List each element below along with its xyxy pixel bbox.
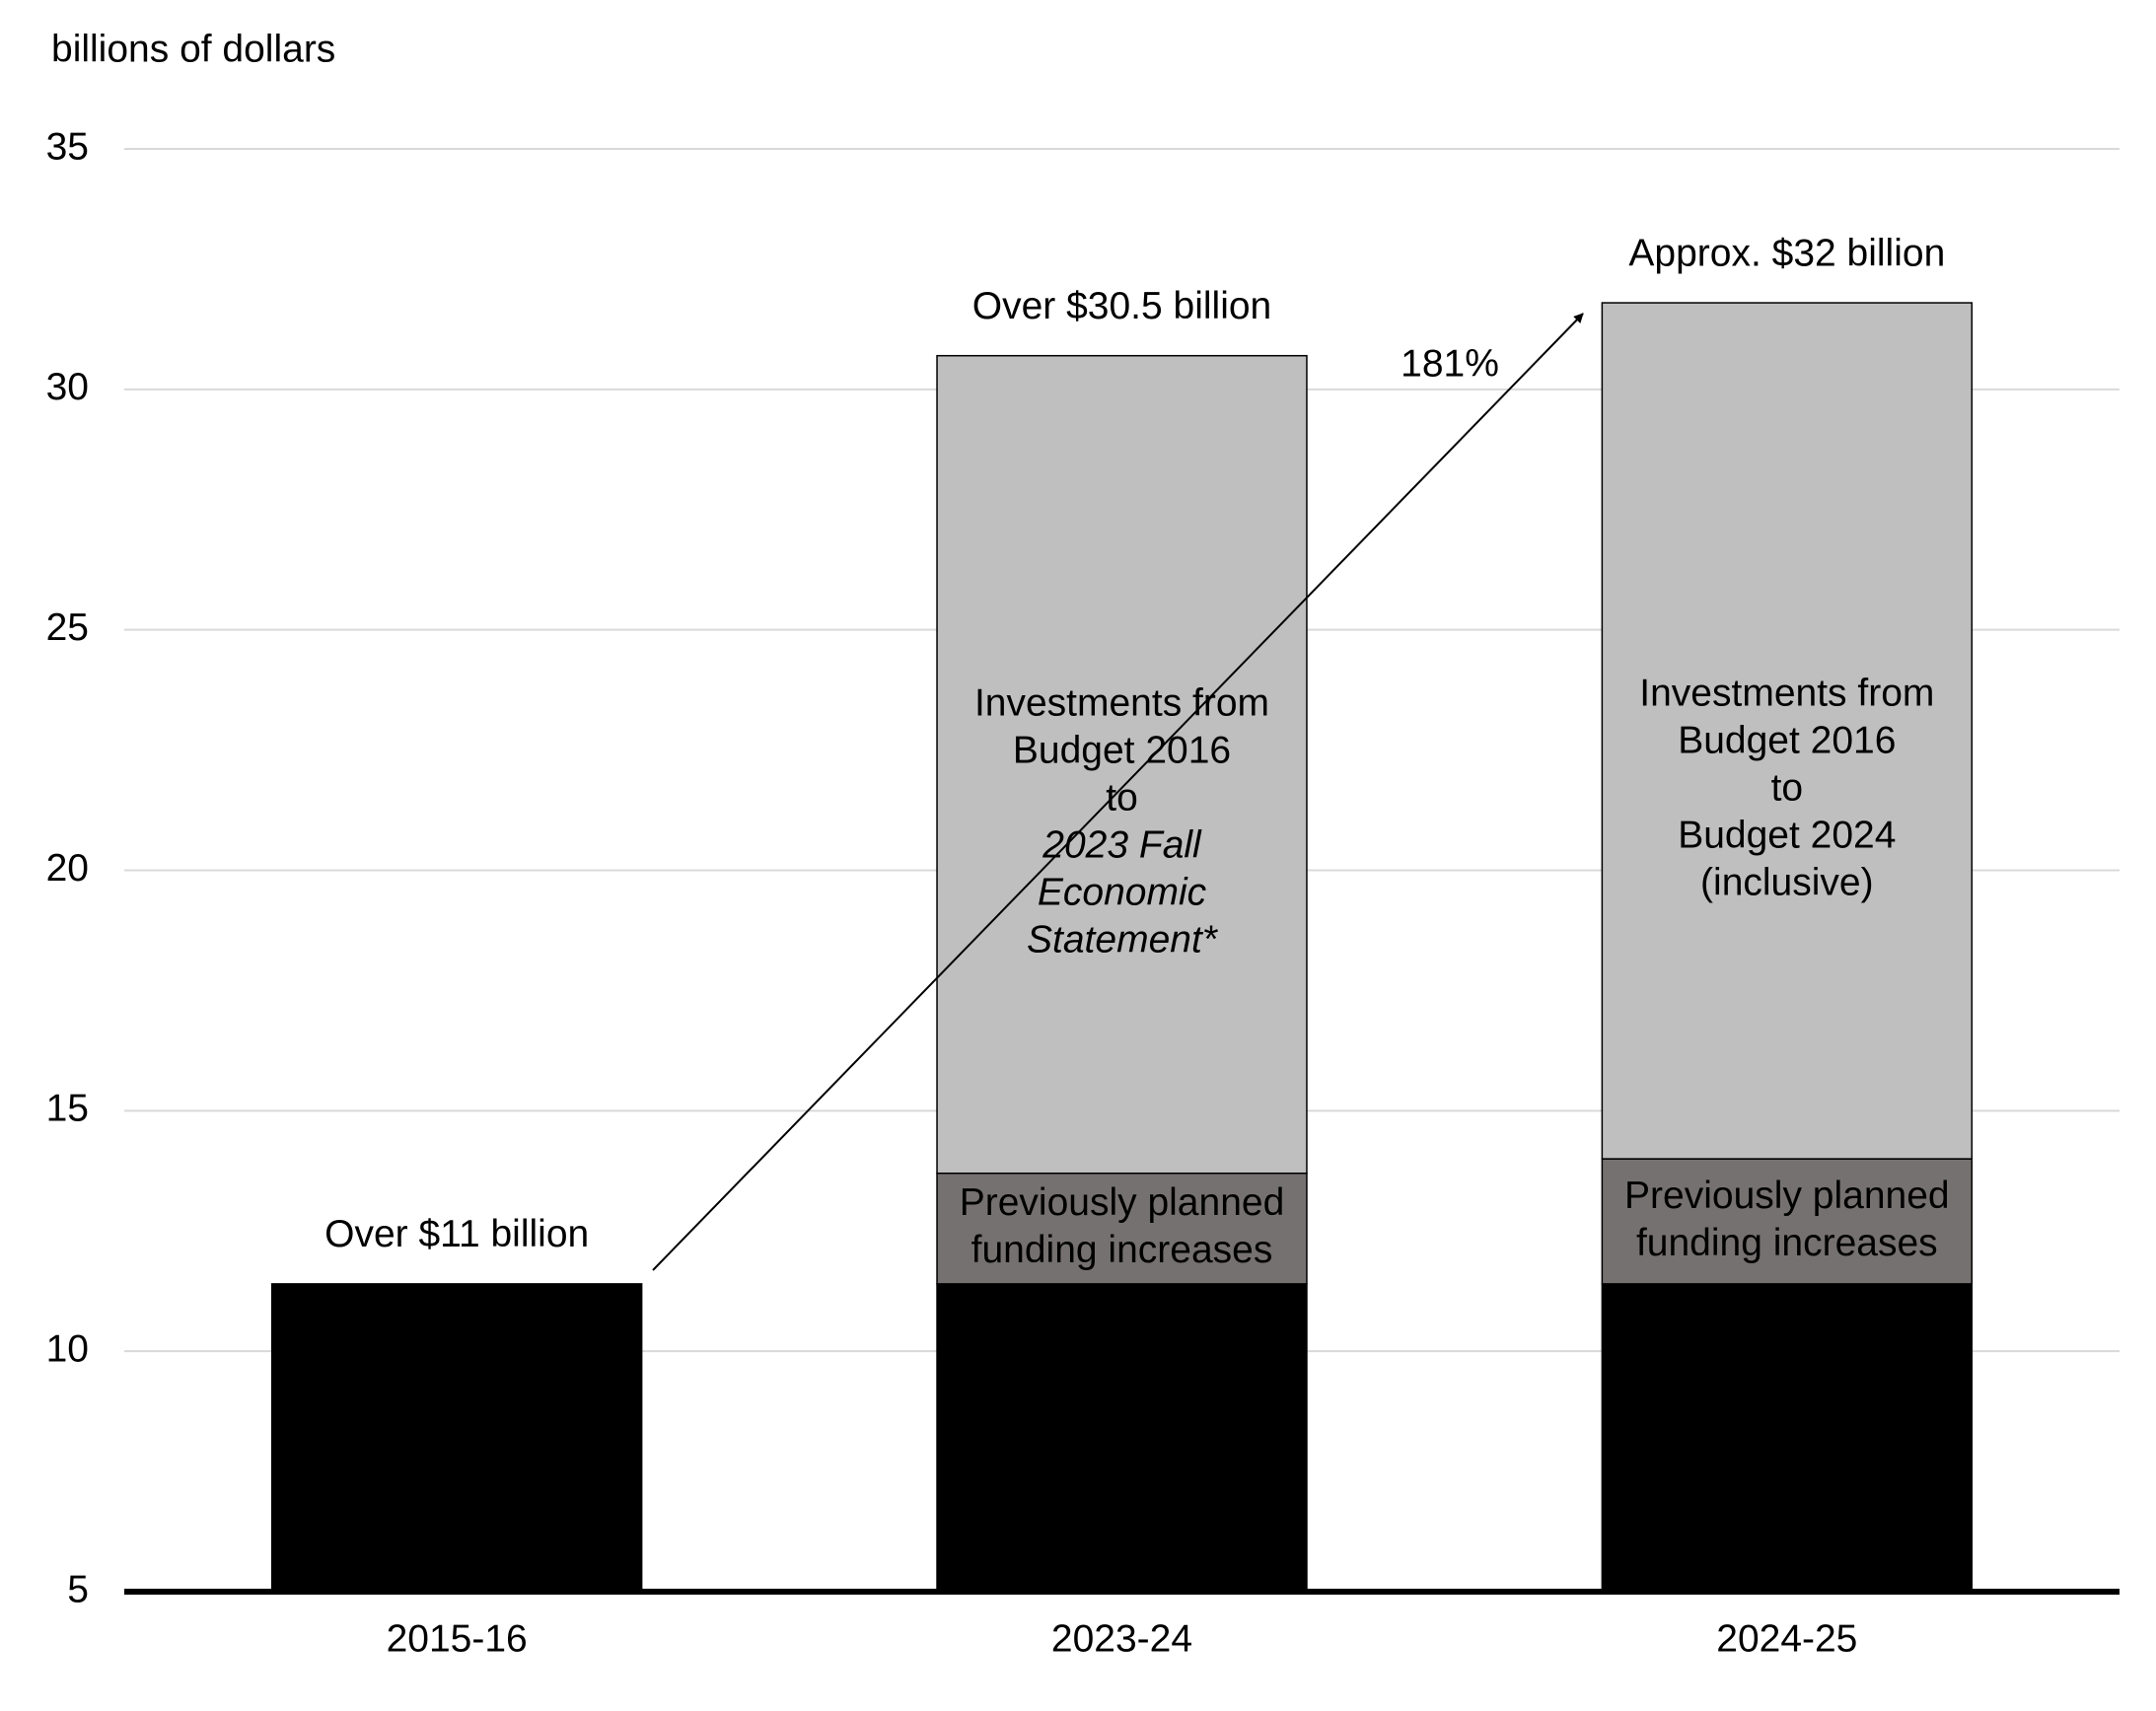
segment-label: spending on — [1017, 1390, 1227, 1433]
x-tick-label: 2024-25 — [1716, 1617, 1857, 1660]
segment-label: Priorities — [1712, 1485, 1862, 1528]
y-tick-label: 30 — [46, 366, 89, 408]
y-axis-label: billions of dollars — [51, 28, 335, 70]
segment-label: Historic — [393, 1343, 521, 1386]
segment-label: Economic — [1038, 872, 1207, 914]
segment-label: to — [1771, 766, 1804, 809]
y-tick-label: 20 — [46, 847, 89, 890]
total-label: Over $30.5 billion — [972, 285, 1272, 327]
x-tick-label: 2023-24 — [1051, 1617, 1192, 1660]
bar-segment — [270, 1283, 643, 1593]
bar-segment — [1601, 302, 1974, 1160]
segment-label: Historic — [1057, 1343, 1186, 1386]
x-tick-label: 2015-16 — [387, 1617, 528, 1660]
segment-label: Priorities — [1047, 1485, 1197, 1528]
y-tick-label: 25 — [46, 606, 89, 649]
bar-segment — [1601, 1158, 1974, 1285]
segment-label: Investments from — [974, 682, 1269, 725]
segment-label: spending on — [1683, 1390, 1893, 1433]
bar-segment — [936, 1283, 1308, 1593]
segment-label: to — [1106, 777, 1138, 820]
segment-label: (inclusive) — [1700, 861, 1874, 903]
y-tick-label: 35 — [46, 125, 89, 168]
segment-label: Statement* — [1027, 919, 1219, 962]
segment-label: Indigenous — [1692, 1438, 1881, 1480]
segment-label: Priorities — [382, 1485, 532, 1528]
total-label: Over $11 billion — [324, 1213, 589, 1255]
annotation: 181% — [1401, 342, 1499, 385]
segment-label: funding increases — [1636, 1222, 1938, 1264]
segment-label: funding increases — [971, 1229, 1273, 1271]
y-tick-label: 15 — [46, 1088, 89, 1130]
segment-label: Historic — [1723, 1343, 1851, 1386]
segment-label: Budget 2016 — [1678, 719, 1896, 761]
segment-label: Investments from — [1639, 672, 1934, 714]
y-tick-label: 10 — [46, 1327, 89, 1370]
total-label: Approx. $32 billion — [1628, 232, 1945, 274]
segment-label: Previously planned — [1624, 1175, 1950, 1217]
segment-label: spending on — [352, 1390, 562, 1433]
y-tick-label: 5 — [67, 1568, 89, 1610]
segment-label: Indigenous — [1028, 1438, 1216, 1480]
growth-arrow — [652, 313, 1584, 1271]
bar-segment — [936, 1172, 1308, 1285]
bar-segment — [936, 354, 1308, 1175]
segment-label: Indigenous — [363, 1438, 551, 1480]
segment-label: Budget 2016 — [1013, 730, 1231, 772]
bar-segment — [1601, 1283, 1974, 1593]
segment-label: Previously planned — [960, 1181, 1285, 1224]
segment-label: 2023 Fall — [1042, 824, 1202, 867]
segment-label: Budget 2024 — [1678, 814, 1896, 856]
